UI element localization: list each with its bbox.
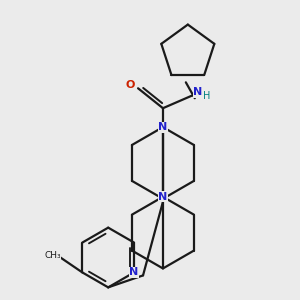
Text: N: N xyxy=(129,267,139,278)
Text: N: N xyxy=(158,122,168,132)
Text: N: N xyxy=(158,192,168,202)
Text: H: H xyxy=(203,91,210,101)
Text: O: O xyxy=(125,80,135,90)
Text: N: N xyxy=(193,87,203,97)
Text: CH₃: CH₃ xyxy=(44,251,61,260)
